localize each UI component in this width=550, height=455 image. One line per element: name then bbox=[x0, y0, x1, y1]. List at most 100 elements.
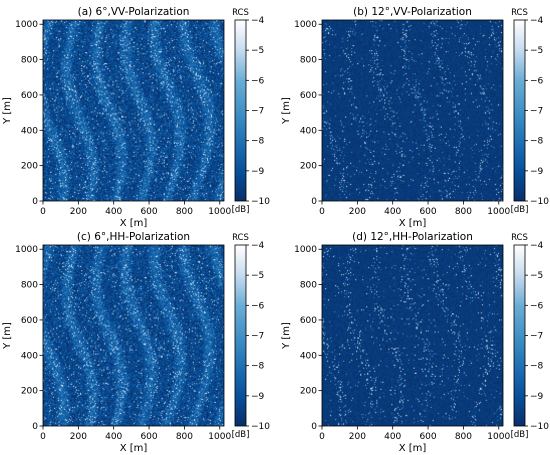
y-tick-label: 1000 bbox=[294, 245, 317, 255]
y-tick-label: 0 bbox=[32, 197, 38, 207]
y-tick-label: 800 bbox=[300, 281, 317, 291]
x-tick-label: 400 bbox=[384, 207, 401, 217]
heatmap-raster bbox=[322, 20, 503, 201]
chart-panel: (d) 12°,HH-Polarization 0 200 400 600 800 1000… bbox=[281, 231, 549, 454]
chart-panel: (b) 12°,VV-Polarization 0 200 400 600 800 1000… bbox=[281, 6, 549, 229]
colorbar-tick-label: −9 bbox=[530, 167, 544, 177]
colorbar: −4 −5 −6 −7 −8 −9 −10 RCS [dB] bbox=[232, 8, 271, 215]
x-tick-label: 200 bbox=[349, 207, 366, 217]
colorbar-gradient bbox=[514, 20, 525, 201]
colorbar-tick-label: −8 bbox=[530, 137, 544, 147]
colorbar-label: RCS bbox=[232, 8, 249, 18]
chart-title: (b) 12°,VV-Polarization bbox=[353, 6, 472, 18]
y-tick-label: 400 bbox=[300, 351, 317, 361]
colorbar-unit: [dB] bbox=[511, 430, 529, 440]
colorbar-tick-label: −6 bbox=[530, 301, 544, 311]
axes-frame bbox=[42, 19, 225, 202]
colorbar-tick-label: −5 bbox=[251, 46, 264, 56]
colorbar-tick-label: −5 bbox=[530, 46, 543, 56]
colorbar-tick-label: −4 bbox=[251, 16, 265, 26]
x-axis-label: X [m] bbox=[399, 218, 427, 229]
colorbar-tick-label: −8 bbox=[251, 362, 265, 372]
x-tick-label: 400 bbox=[105, 432, 122, 442]
x-tick-label: 1000 bbox=[208, 432, 231, 442]
x-tick-label: 800 bbox=[455, 432, 472, 442]
colorbar-unit: [dB] bbox=[232, 430, 250, 440]
x-tick-label: 1000 bbox=[487, 432, 510, 442]
colorbar-tick-label: −4 bbox=[251, 241, 265, 251]
y-tick-label: 0 bbox=[311, 197, 317, 207]
x-tick-label: 1000 bbox=[487, 207, 510, 217]
colorbar-gradient bbox=[235, 245, 246, 426]
y-tick-label: 800 bbox=[300, 56, 317, 66]
colorbar-tick-label: −5 bbox=[251, 271, 264, 281]
colorbar-tick-label: −8 bbox=[530, 362, 544, 372]
colorbar-tick-label: −7 bbox=[530, 332, 543, 342]
y-tick-label: 0 bbox=[32, 422, 38, 432]
axes-frame bbox=[42, 244, 225, 427]
x-tick-label: 600 bbox=[419, 432, 436, 442]
colorbar-label: RCS bbox=[232, 233, 249, 243]
colorbar-tick-label: −6 bbox=[251, 76, 265, 86]
colorbar-tick-label: −10 bbox=[251, 422, 270, 432]
x-tick-label: 0 bbox=[319, 432, 325, 442]
x-axis-label: X [m] bbox=[120, 218, 148, 229]
x-tick-label: 1000 bbox=[208, 207, 231, 217]
colorbar-gradient bbox=[235, 20, 246, 201]
heatmap-raster bbox=[43, 20, 224, 201]
colorbar: −4 −5 −6 −7 −8 −9 −10 RCS [dB] bbox=[511, 8, 550, 215]
colorbar-unit: [dB] bbox=[232, 205, 250, 215]
axes-frame bbox=[321, 244, 504, 427]
chart-panel: (a) 6°,VV-Polarization 0 200 400 600 800 1000 0… bbox=[2, 6, 270, 229]
chart-title: (a) 6°,VV-Polarization bbox=[78, 6, 190, 18]
colorbar-tick-label: −9 bbox=[251, 392, 265, 402]
colorbar-tick-label: −9 bbox=[530, 392, 544, 402]
colorbar: −4 −5 −6 −7 −8 −9 −10 RCS [dB] bbox=[232, 233, 271, 440]
y-tick-label: 400 bbox=[21, 126, 38, 136]
x-tick-label: 800 bbox=[455, 207, 472, 217]
colorbar-tick-label: −7 bbox=[530, 107, 543, 117]
y-tick-label: 400 bbox=[300, 126, 317, 136]
colorbar-tick-label: −10 bbox=[530, 422, 549, 432]
x-tick-label: 0 bbox=[319, 207, 325, 217]
y-tick-label: 1000 bbox=[15, 245, 38, 255]
y-tick-label: 1000 bbox=[294, 20, 317, 30]
y-tick-label: 600 bbox=[300, 91, 317, 101]
y-axis-label: Y [m] bbox=[2, 322, 13, 350]
colorbar-label: RCS bbox=[511, 8, 528, 18]
colorbar-tick-label: −7 bbox=[251, 332, 264, 342]
colorbar-tick-label: −5 bbox=[530, 271, 543, 281]
y-tick-label: 800 bbox=[21, 56, 38, 66]
y-tick-label: 600 bbox=[300, 316, 317, 326]
y-tick-label: 600 bbox=[21, 91, 38, 101]
colorbar-tick-label: −6 bbox=[530, 76, 544, 86]
y-tick-label: 800 bbox=[21, 281, 38, 291]
colorbar-tick-label: −8 bbox=[251, 137, 265, 147]
colorbar-tick-label: −9 bbox=[251, 167, 265, 177]
x-tick-label: 400 bbox=[384, 432, 401, 442]
y-tick-label: 400 bbox=[21, 351, 38, 361]
y-tick-label: 200 bbox=[21, 162, 38, 172]
y-tick-label: 200 bbox=[300, 387, 317, 397]
colorbar-label: RCS bbox=[511, 233, 528, 243]
x-axis-label: X [m] bbox=[399, 443, 427, 454]
x-tick-label: 800 bbox=[176, 207, 193, 217]
colorbar-tick-label: −10 bbox=[530, 197, 549, 207]
x-tick-label: 800 bbox=[176, 432, 193, 442]
x-tick-label: 200 bbox=[349, 432, 366, 442]
colorbar-tick-label: −7 bbox=[251, 107, 264, 117]
colorbar-unit: [dB] bbox=[511, 205, 529, 215]
chart-title: (d) 12°,HH-Polarization bbox=[352, 231, 473, 243]
x-axis-label: X [m] bbox=[120, 443, 148, 454]
colorbar-tick-label: −4 bbox=[530, 241, 544, 251]
y-tick-label: 200 bbox=[21, 387, 38, 397]
heatmap-raster bbox=[43, 245, 224, 426]
axes-frame bbox=[321, 19, 504, 202]
y-axis-label: Y [m] bbox=[281, 322, 292, 350]
colorbar-gradient bbox=[514, 245, 525, 426]
x-tick-label: 600 bbox=[140, 207, 157, 217]
colorbar-tick-label: −4 bbox=[530, 16, 544, 26]
chart-title: (c) 6°,HH-Polarization bbox=[77, 231, 190, 243]
colorbar: −4 −5 −6 −7 −8 −9 −10 RCS [dB] bbox=[511, 233, 550, 440]
